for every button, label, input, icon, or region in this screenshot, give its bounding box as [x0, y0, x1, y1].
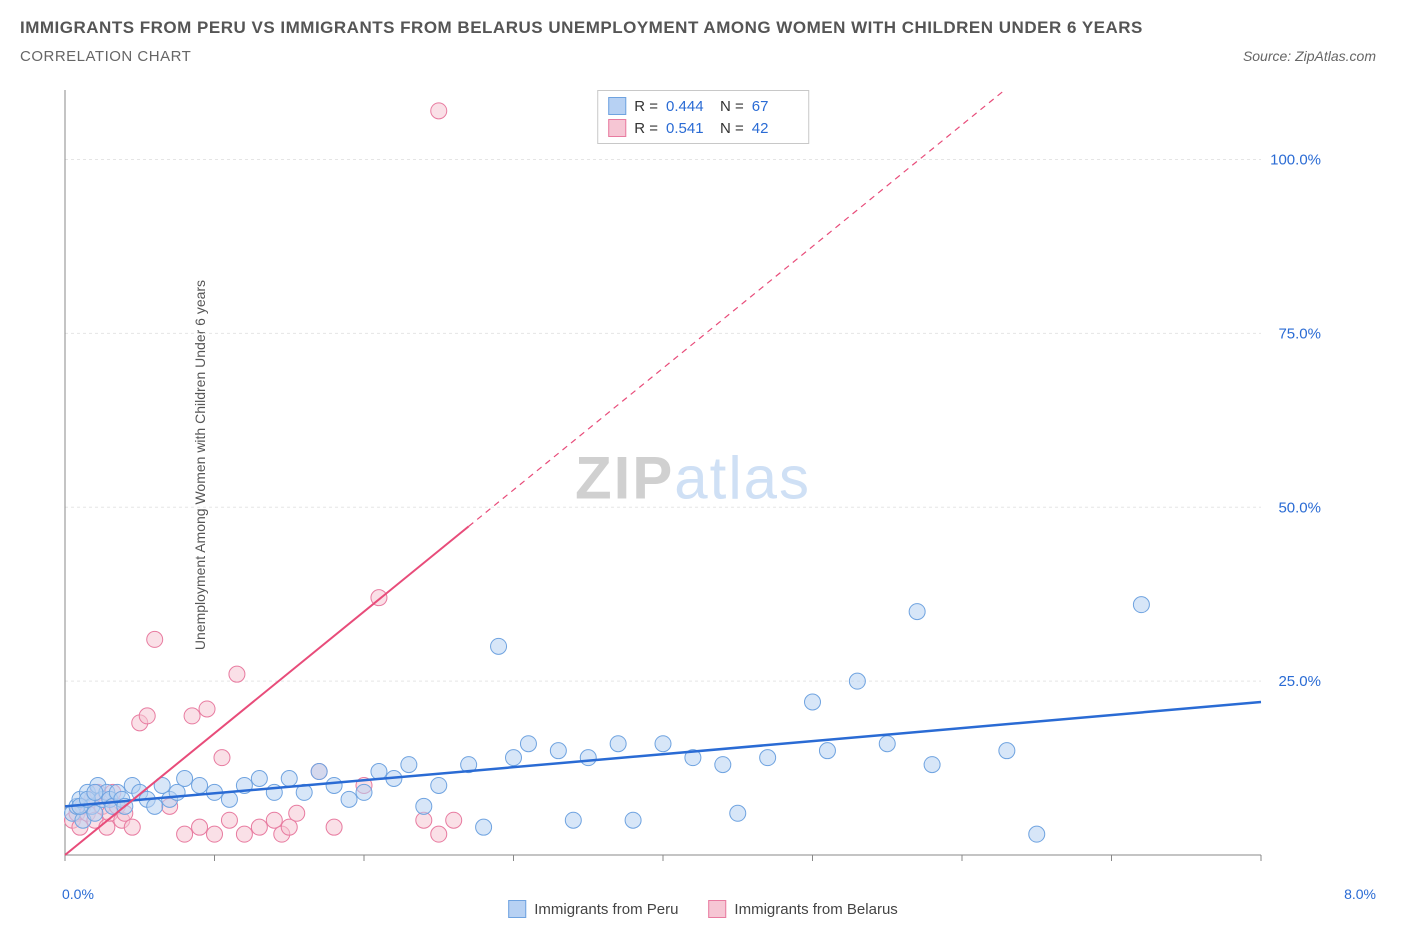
swatch-bottom-1 — [508, 900, 526, 918]
legend-label-1: Immigrants from Peru — [534, 901, 678, 918]
n-value-2: 42 — [752, 120, 798, 137]
svg-text:25.0%: 25.0% — [1278, 673, 1321, 690]
legend-item-2: Immigrants from Belarus — [708, 900, 897, 918]
x-axis-max-label: 8.0% — [1344, 886, 1376, 902]
x-axis-min-label: 0.0% — [62, 886, 94, 902]
r-label-2: R = — [634, 120, 658, 137]
svg-text:75.0%: 75.0% — [1278, 325, 1321, 342]
scatter-plot-svg: 25.0% 50.0% 75.0% 100.0% — [60, 85, 1326, 870]
r-value-2: 0.541 — [666, 120, 712, 137]
chart-title: IMMIGRANTS FROM PERU VS IMMIGRANTS FROM … — [20, 18, 1143, 38]
n-value-1: 67 — [752, 98, 798, 115]
n-label: N = — [720, 98, 744, 115]
chart-plot-area: 25.0%50.0%75.0%100.0% ZIPatlas — [60, 85, 1326, 870]
n-label-2: N = — [720, 120, 744, 137]
stats-legend: R = 0.444 N = 67 R = 0.541 N = 42 — [597, 90, 809, 144]
legend-label-2: Immigrants from Belarus — [734, 901, 897, 918]
stats-legend-row-2: R = 0.541 N = 42 — [608, 117, 798, 139]
legend-item-1: Immigrants from Peru — [508, 900, 678, 918]
swatch-series-2 — [608, 119, 626, 137]
r-label: R = — [634, 98, 658, 115]
source-attribution: Source: ZipAtlas.com — [1243, 48, 1376, 64]
swatch-series-1 — [608, 97, 626, 115]
stats-legend-row-1: R = 0.444 N = 67 — [608, 95, 798, 117]
swatch-bottom-2 — [708, 900, 726, 918]
r-value-1: 0.444 — [666, 98, 712, 115]
chart-subtitle: CORRELATION CHART — [20, 48, 191, 65]
svg-text:50.0%: 50.0% — [1278, 499, 1321, 516]
series-legend: Immigrants from Peru Immigrants from Bel… — [508, 900, 898, 918]
svg-text:100.0%: 100.0% — [1270, 152, 1321, 169]
